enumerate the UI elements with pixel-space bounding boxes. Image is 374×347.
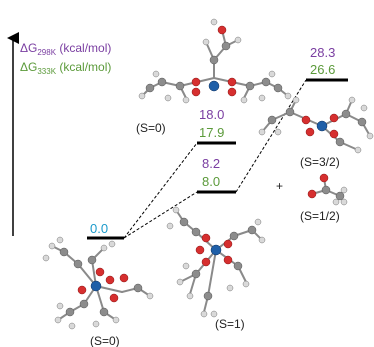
spin-label-s0-ground: (S=0) [90,334,120,347]
value-s0-upper-g333: 17.9 [199,125,224,140]
molecule-s1 [167,207,265,317]
molecule-s0-upper [139,19,291,103]
spin-label-s1: (S=1) [215,317,245,331]
spin-label-s32: (S=3/2) [300,155,340,169]
value-s1-g333: 8.0 [202,174,220,189]
spin-label-s0-upper: (S=0) [136,121,166,135]
value-s32-g298: 28.3 [310,45,335,60]
value-s0-ground: 0.0 [90,221,108,236]
legend-g333: ΔG333K (kcal/mol) [20,60,111,76]
spin-label-fragment: (S=1/2) [300,209,340,223]
value-s1-g298: 8.2 [202,156,220,171]
value-s0-upper-g298: 18.0 [199,107,224,122]
fragment-radical [308,174,347,205]
plus-sign: + [276,179,283,193]
legend-g298: ΔG298K (kcal/mol) [20,41,111,57]
molecule-s0-ground [43,237,153,329]
molecule-s32 [259,97,373,153]
connector-to-s1 [124,192,197,238]
value-s32-g333: 26.6 [310,62,335,77]
